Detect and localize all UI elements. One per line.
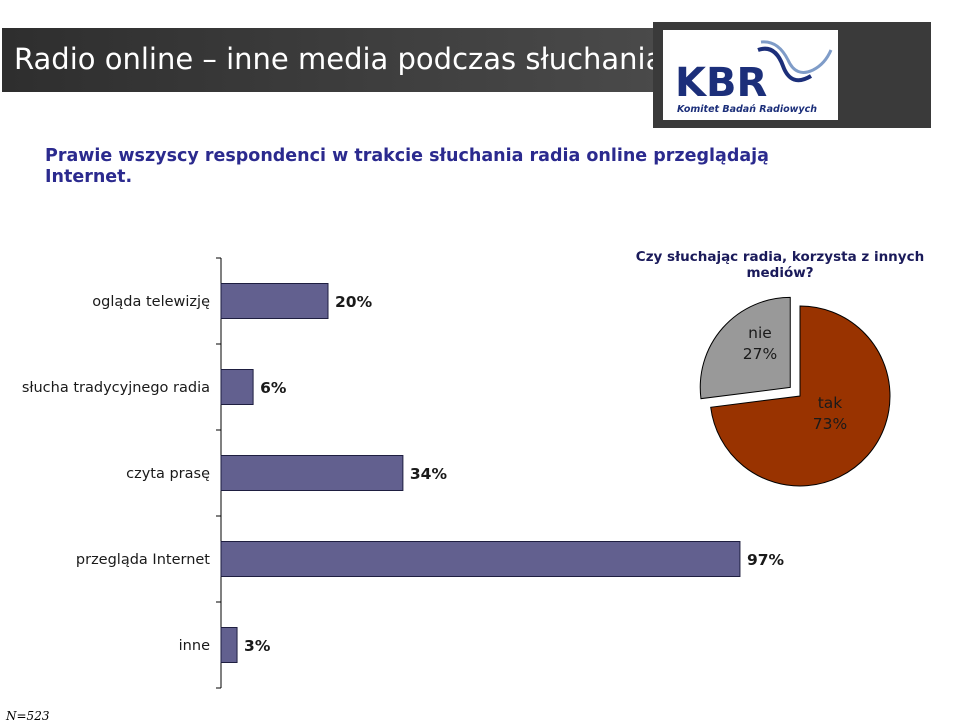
kbr-logo: KBR Komitet Badań Radiowych [653, 22, 931, 128]
category-label: przegląda Internet [76, 552, 210, 568]
bar [220, 627, 238, 663]
logo-graphic: KBR Komitet Badań Radiowych [675, 40, 833, 115]
logo-text: KBR [675, 60, 767, 106]
pie-slice-value: 73% [813, 415, 847, 433]
pie-chart: tak 73% nie 27% [699, 296, 891, 487]
category-label: czyta prasę [126, 466, 210, 482]
pie-title: Czy słuchając radia, korzysta z innych m… [635, 249, 925, 281]
value-label: 3% [244, 637, 271, 655]
value-label: 6% [260, 379, 287, 397]
value-label: 97% [747, 551, 785, 569]
bar [220, 455, 404, 491]
sample-size-note: N=523 [6, 709, 50, 723]
pie-slice-value: 27% [743, 345, 777, 363]
logo-swoosh-light [760, 40, 833, 74]
bar [220, 369, 254, 405]
logo-panel: KBR Komitet Badań Radiowych [663, 30, 838, 120]
page-title: Radio online – inne media podczas słucha… [14, 42, 664, 76]
category-label: inne [179, 638, 210, 654]
bar [220, 283, 329, 319]
pie-slice-label: tak [818, 394, 843, 412]
bar [220, 541, 741, 577]
logo-swoosh-dark [757, 46, 813, 83]
headline: Prawie wszyscy respondenci w trakcie słu… [45, 146, 769, 187]
value-label: 34% [410, 465, 448, 483]
pie-slice [710, 305, 891, 487]
value-label: 20% [335, 293, 373, 311]
bar-chart: ogląda telewizję 20% słucha tradycyjnego r… [22, 257, 785, 689]
logo-subtext: Komitet Badań Radiowych [677, 104, 817, 115]
pie-slice [699, 296, 791, 400]
category-label: ogląda telewizję [92, 294, 210, 310]
title-bar: Radio online – inne media podczas słucha… [2, 28, 664, 92]
category-label: słucha tradycyjnego radia [22, 380, 210, 396]
pie-slice-label: nie [748, 324, 772, 342]
